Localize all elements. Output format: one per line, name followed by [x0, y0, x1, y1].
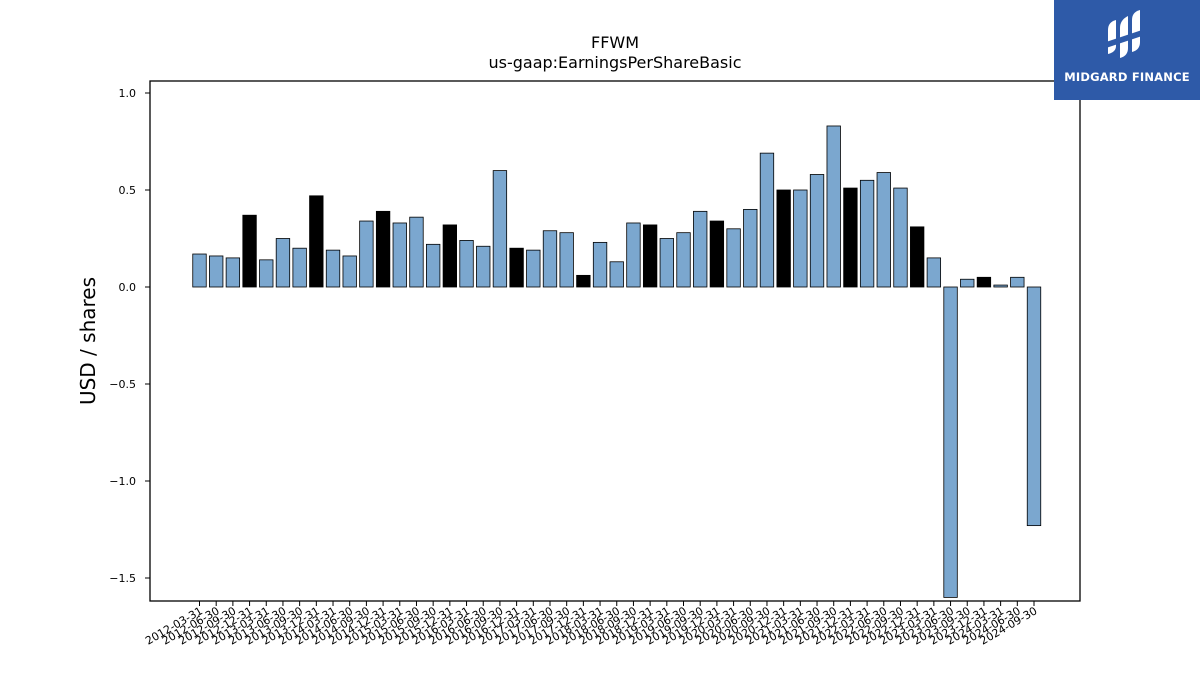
- bar-2013-06-30: [275, 238, 291, 288]
- bar-2021-12-31: [843, 187, 858, 288]
- bar-2024-09-30: [1026, 286, 1042, 527]
- bar-2024-03-31: [993, 284, 1008, 288]
- bar-2021-09-30: [826, 125, 841, 288]
- bar-2017-12-31: [576, 274, 591, 288]
- bar-2020-12-31: [776, 189, 791, 288]
- bar-2019-09-30: [693, 210, 708, 288]
- bar-2014-09-30: [359, 220, 374, 288]
- bar-2014-03-31: [325, 249, 341, 288]
- bar-2017-03-31: [526, 249, 541, 288]
- bar-2016-03-31: [459, 240, 474, 288]
- bar-2012-03-31: [192, 253, 207, 288]
- bar-2013-12-31: [309, 195, 324, 288]
- logo-text: MIDGARD FINANCE: [1064, 70, 1190, 84]
- chart-title: FFWM: [591, 33, 639, 52]
- bar-2016-06-30: [476, 245, 491, 288]
- bar-2022-03-31: [859, 179, 875, 288]
- y-tick-label: 0.0: [119, 281, 137, 294]
- bar-2012-12-31: [242, 214, 257, 288]
- bar-2015-06-30: [409, 216, 424, 288]
- bar-2022-09-30: [893, 187, 908, 288]
- midgard-logo-icon: [1106, 10, 1142, 58]
- bar-2019-06-30: [676, 232, 691, 288]
- bar-2014-06-30: [342, 255, 357, 288]
- bars-group: [192, 125, 1042, 598]
- bar-2016-12-31: [509, 247, 524, 288]
- y-tick-label: 0.5: [119, 184, 137, 197]
- bar-2012-09-30: [225, 257, 241, 288]
- bar-2018-12-31: [642, 224, 658, 288]
- bar-2018-09-30: [626, 222, 641, 288]
- y-ticks-group: 1.0 0.5 0.0 −0.5 −1.0 −1.5: [109, 87, 150, 585]
- y-tick-label: 1.0: [119, 87, 137, 100]
- bar-2014-12-31: [375, 210, 391, 288]
- y-axis-label: USD / shares: [76, 277, 100, 405]
- bar-2020-09-30: [759, 152, 775, 288]
- bar-2013-09-30: [292, 247, 307, 288]
- bar-2018-03-31: [592, 241, 608, 288]
- bar-2015-12-31: [442, 224, 458, 288]
- bar-2020-03-31: [726, 228, 741, 288]
- bar-2022-12-31: [910, 226, 925, 288]
- bar-2023-09-30: [960, 278, 975, 288]
- y-tick-label: −0.5: [109, 378, 136, 391]
- bar-2016-09-30: [492, 170, 508, 288]
- x-ticks-group: 2012-03-312012-06-302012-09-302012-12-31…: [143, 601, 1040, 648]
- bar-2019-12-31: [709, 220, 725, 288]
- bar-2013-03-31: [259, 259, 274, 288]
- bar-2024-06-30: [1010, 276, 1025, 288]
- y-tick-label: −1.5: [109, 572, 136, 585]
- bar-2015-09-30: [426, 243, 441, 288]
- bar-2023-06-30: [943, 286, 958, 598]
- y-tick-label: −1.0: [109, 475, 136, 488]
- bar-2021-06-30: [809, 174, 825, 288]
- midgard-finance-logo: MIDGARD FINANCE: [1054, 0, 1200, 100]
- bar-2022-06-30: [876, 172, 891, 288]
- chart-subtitle: us-gaap:EarningsPerShareBasic: [488, 53, 741, 72]
- bar-2023-03-31: [926, 257, 942, 288]
- bar-2017-06-30: [542, 230, 558, 288]
- bar-2015-03-31: [392, 222, 407, 288]
- bar-2021-03-31: [793, 189, 808, 288]
- bar-2018-06-30: [609, 261, 624, 288]
- plot-frame: [149, 80, 1081, 602]
- bar-2023-12-31: [976, 276, 992, 288]
- bar-2017-09-30: [559, 232, 574, 288]
- bar-2020-06-30: [743, 208, 758, 288]
- bar-2012-06-30: [209, 255, 224, 288]
- bar-2019-03-31: [659, 238, 674, 288]
